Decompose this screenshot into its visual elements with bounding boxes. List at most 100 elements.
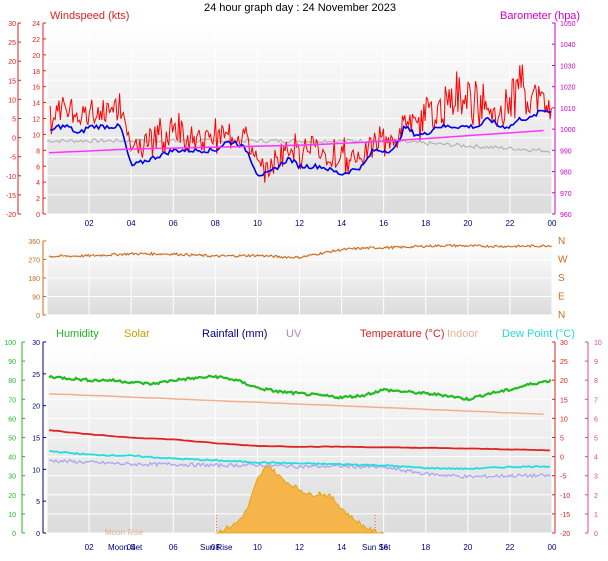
tick-label: 970 (560, 191, 572, 198)
tick-label: 6 (594, 416, 598, 423)
tick-label: 0 (36, 313, 40, 320)
tick-label: 360 (28, 239, 40, 246)
tick-label: 15 (8, 78, 16, 85)
hour-label: 22 (505, 219, 514, 228)
tick-label: 30 (8, 21, 16, 28)
tick-label: 70 (8, 397, 16, 404)
climate-panel: Humidity Solar Rainfall (mm) UV Temperat… (4, 328, 602, 552)
tick-label: 0 (36, 212, 40, 219)
tick-label: 5 (12, 117, 16, 124)
climate-hour-ticks: 02 04 06 08 10 12 14 16 18 20 22 00 (85, 543, 557, 552)
hour-label: 18 (421, 543, 430, 552)
direction-degree-ticks: 360 270 180 90 0 (28, 239, 46, 320)
hour-label: 02 (85, 219, 94, 228)
wind-series (46, 64, 552, 183)
legend-uv: UV (286, 328, 302, 340)
tick-label: 14 (32, 101, 40, 108)
feels-like-line (48, 458, 551, 479)
event-sun-set: Sun Set (362, 543, 391, 552)
tick-label: 0 (560, 455, 564, 462)
wind-left-outer-ticks: 30 25 20 15 10 5 0 -5 -10 -15 -20 (6, 21, 21, 219)
tick-label: 12 (32, 117, 40, 124)
tick-label: 2 (594, 493, 598, 500)
tick-label: 18 (32, 69, 40, 76)
tick-label: -10 (6, 174, 16, 181)
tick-label: 1050 (560, 21, 576, 28)
tick-label: 16 (32, 85, 40, 92)
climate-grid (46, 341, 553, 534)
legend-humidity: Humidity (56, 328, 99, 340)
tick-label: -20 (560, 531, 570, 538)
tick-label: 270 (28, 258, 40, 265)
tick-label: E (558, 292, 565, 303)
tick-label: 10 (594, 340, 602, 347)
wind-hour-ticks: 02 04 06 08 10 12 14 16 18 20 22 00 (85, 219, 557, 228)
tick-label: 0 (36, 531, 40, 538)
dew-point-line (49, 450, 551, 471)
tick-label: 1000 (560, 127, 576, 134)
tick-label: 30 (560, 340, 568, 347)
wind-run-line (46, 137, 551, 154)
tick-label: 10 (8, 512, 16, 519)
tick-label: 0 (12, 531, 16, 538)
tick-label: 100 (4, 340, 16, 347)
tick-label: 2 (36, 196, 40, 203)
tick-label: 30 (8, 474, 16, 481)
windspeed-axis-title: Windspeed (kts) (50, 10, 129, 22)
tick-label: 960 (560, 212, 572, 219)
wind-direction-line (49, 243, 552, 260)
tick-label: -5 (10, 155, 16, 162)
barometer-ticks: 1050 1040 1030 1020 1010 1000 990 980 970 960 (552, 21, 576, 219)
legend-solar: Solar (124, 328, 150, 340)
hour-label: 06 (169, 543, 178, 552)
hour-label: 12 (295, 219, 304, 228)
temperature-line (48, 429, 550, 452)
hour-label: 02 (85, 543, 94, 552)
tick-label: S (558, 273, 565, 284)
tick-label: 4 (594, 455, 598, 462)
hour-label: 04 (127, 543, 136, 552)
legend-dewpoint: Dew Point (°C) (502, 328, 575, 340)
tick-label: 0 (594, 531, 598, 538)
tick-label: 60 (8, 416, 16, 423)
hour-label: 20 (463, 543, 472, 552)
climate-series (48, 374, 552, 534)
tick-label: 990 (560, 148, 572, 155)
tick-label: -15 (6, 193, 16, 200)
tick-label: 10 (8, 97, 16, 104)
wind-panel: Windspeed (kts) Barometer (hpa) 30252015… (6, 10, 580, 228)
hour-label: 08 (211, 543, 220, 552)
direction-grid (46, 240, 553, 316)
event-moon-set: Moon Set (108, 543, 143, 552)
tick-label: N (558, 236, 565, 247)
tick-label: 1030 (560, 63, 576, 70)
tick-label: 5 (594, 436, 598, 443)
tick-label: 5 (36, 499, 40, 506)
tick-label: 20 (32, 53, 40, 60)
tick-label: 9 (594, 359, 598, 366)
tick-label: 7 (594, 397, 598, 404)
hour-label: 16 (379, 543, 388, 552)
direction-series (49, 243, 552, 260)
hour-label: 06 (169, 219, 178, 228)
solar-area (215, 465, 384, 534)
average-wind-line (50, 109, 552, 177)
legend-temperature: Temperature (°C) (360, 328, 444, 340)
humidity-line (48, 374, 552, 402)
tick-label: N (558, 310, 565, 321)
event-sun-rise: Sun Rise (200, 543, 233, 552)
hour-label: 08 (211, 219, 220, 228)
event-moon-rise: Moon Rise (105, 528, 144, 537)
tick-label: 25 (8, 40, 16, 47)
indoor-temperature-line (49, 392, 544, 415)
climate-legend: Humidity Solar Rainfall (mm) UV Temperat… (56, 328, 575, 340)
tick-label: 20 (8, 493, 16, 500)
tick-label: 15 (560, 397, 568, 404)
tick-label: 22 (32, 37, 40, 44)
hour-label: 00 (548, 543, 557, 552)
tick-label: -5 (560, 474, 566, 481)
